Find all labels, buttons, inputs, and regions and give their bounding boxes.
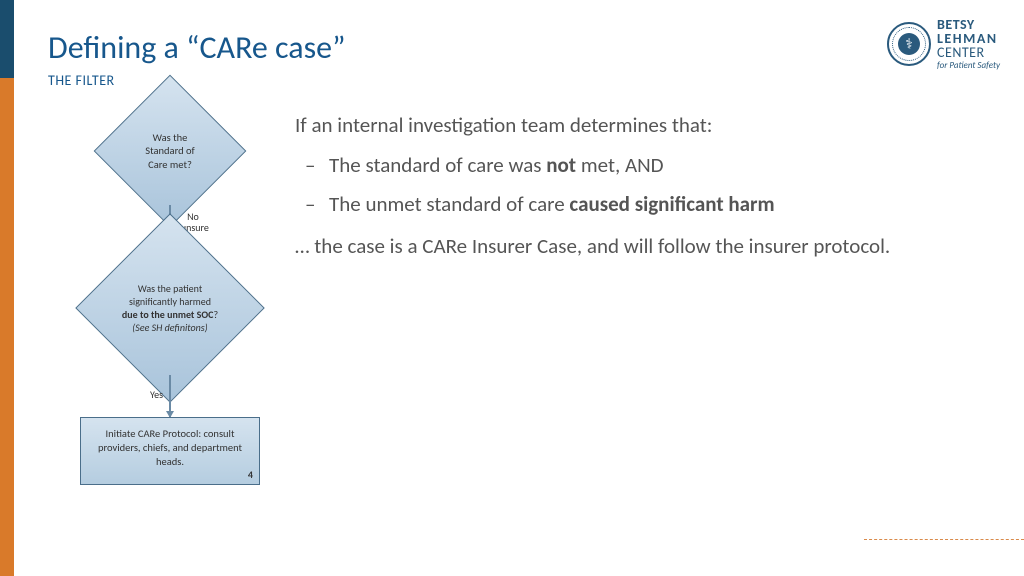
body-text: If an internal investigation team determ… <box>295 110 964 262</box>
accent-dotted-line <box>864 539 1024 540</box>
body-tail: … the case is a CARe Insurer Case, and w… <box>295 231 964 261</box>
body-lead: If an internal investigation team determ… <box>295 110 964 140</box>
accent-bar-blue <box>0 0 14 78</box>
flowchart-node-d1-text: Was the Standard of Care met? <box>116 97 224 205</box>
flowchart-node-r1-number: 4 <box>248 468 253 482</box>
accent-bar-orange <box>0 78 14 576</box>
logo: BETSY LEHMAN CENTER for Patient Safety <box>887 18 1000 70</box>
body-bullet-list: The standard of care was not met, AND Th… <box>295 150 964 219</box>
flowchart: Was the Standard of Care met? No /unsure… <box>55 97 285 485</box>
page-title: Defining a “CARe case” <box>48 28 345 67</box>
logo-seal-icon <box>887 22 931 66</box>
flowchart-node-r1-text: Initiate CARe Protocol: consult provider… <box>98 427 242 468</box>
page-subtitle: THE FILTER <box>48 72 115 89</box>
flowchart-edge-2: Yes <box>169 375 171 417</box>
flowchart-node-r1: Initiate CARe Protocol: consult provider… <box>80 417 260 485</box>
logo-line4: for Patient Safety <box>937 61 1000 70</box>
body-bullet-1: The standard of care was not met, AND <box>329 150 964 180</box>
flowchart-node-d1: Was the Standard of Care met? <box>116 97 224 205</box>
body-bullet-2: The unmet standard of care caused signif… <box>329 189 964 219</box>
flowchart-node-d2-text: Was the patient significantly harmed due… <box>103 241 237 375</box>
flowchart-edge-2-label: Yes <box>150 389 163 400</box>
flowchart-node-d2: Was the patient significantly harmed due… <box>103 241 237 375</box>
logo-text: BETSY LEHMAN CENTER for Patient Safety <box>937 18 1000 70</box>
logo-line3: CENTER <box>937 46 1000 60</box>
